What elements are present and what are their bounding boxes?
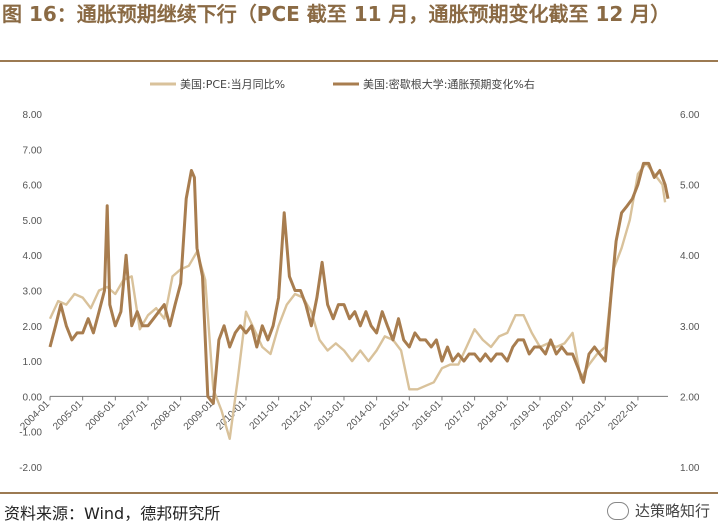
x-tick-label: 2006-01 — [84, 398, 118, 432]
left-tick-label: 5.00 — [23, 216, 43, 227]
left-tick-label: 6.00 — [23, 181, 43, 192]
left-tick-label: 8.00 — [23, 110, 43, 121]
x-tick-label: 2018-01 — [476, 398, 510, 432]
left-tick-label: -2.00 — [19, 463, 42, 474]
x-tick-label: 2019-01 — [508, 398, 542, 432]
right-tick-label: 6.00 — [680, 110, 700, 121]
x-tick-label: 2021-01 — [574, 398, 608, 432]
top-rule — [0, 60, 718, 62]
x-tick-label: 2014-01 — [345, 398, 379, 432]
x-tick-label: 2013-01 — [312, 398, 346, 432]
bottom-rule — [0, 492, 718, 494]
legend-label: 美国:PCE:当月同比% — [180, 77, 285, 91]
series-line-pce — [48, 162, 667, 440]
left-y-axis: 8.00 7.00 6.00 5.00 4.00 3.00 2.00 1.00 0.00 -1.0… — [19, 110, 42, 474]
x-tick-label: 2020-01 — [541, 398, 575, 432]
right-tick-label: 5.00 — [680, 181, 700, 192]
watermark-text: 达策略知行 — [634, 502, 710, 520]
left-tick-label: 4.00 — [23, 251, 43, 262]
right-tick-label: 1.00 — [680, 463, 700, 474]
x-tick-label: 2015-01 — [378, 398, 412, 432]
x-axis: 2004-012005-012006-012007-012008-012009-… — [18, 395, 668, 432]
line-chart: 美国:PCE:当月同比% 美国:密歇根大学:通胀预期变化%右 8.00 7.00 6.… — [18, 77, 700, 474]
source-note: 资料来源：Wind，德邦研究所 — [4, 504, 221, 523]
left-tick-label: 2.00 — [23, 322, 43, 333]
x-tick-label: 2007-01 — [116, 398, 150, 432]
left-tick-label: 3.00 — [23, 287, 43, 298]
x-tick-label: 2017-01 — [443, 398, 477, 432]
x-tick-label: 2005-01 — [51, 398, 85, 432]
right-y-axis: 6.00 5.00 4.00 3.00 2.00 1.00 — [680, 110, 700, 474]
x-tick-label: 2016-01 — [410, 398, 444, 432]
x-tick-label: 2011-01 — [248, 398, 282, 432]
figure-title: 图 16：通胀预期继续下行（PCE 截至 11 月，通胀预期变化截至 12 月） — [2, 2, 671, 26]
wechat-icon — [606, 501, 629, 520]
x-tick-label: 2022-01 — [606, 398, 640, 432]
x-tick-label: 2008-01 — [149, 398, 183, 432]
legend-label: 美国:密歇根大学:通胀预期变化%右 — [363, 77, 535, 91]
left-tick-label: 7.00 — [23, 145, 43, 156]
left-tick-label: 1.00 — [23, 357, 43, 368]
x-tick-label: 2009-01 — [182, 398, 216, 432]
series-line-inflation-expectation — [48, 161, 670, 405]
series-lines — [48, 161, 670, 440]
right-tick-label: 3.00 — [680, 322, 700, 333]
right-tick-label: 4.00 — [680, 251, 700, 262]
right-tick-label: 2.00 — [680, 392, 700, 403]
left-tick-label: 0.00 — [23, 392, 43, 403]
legend: 美国:PCE:当月同比% 美国:密歇根大学:通胀预期变化%右 — [150, 77, 535, 91]
left-tick-label: -1.00 — [19, 428, 42, 439]
watermark: 达策略知行 — [606, 500, 710, 521]
x-tick-label: 2012-01 — [280, 398, 314, 432]
